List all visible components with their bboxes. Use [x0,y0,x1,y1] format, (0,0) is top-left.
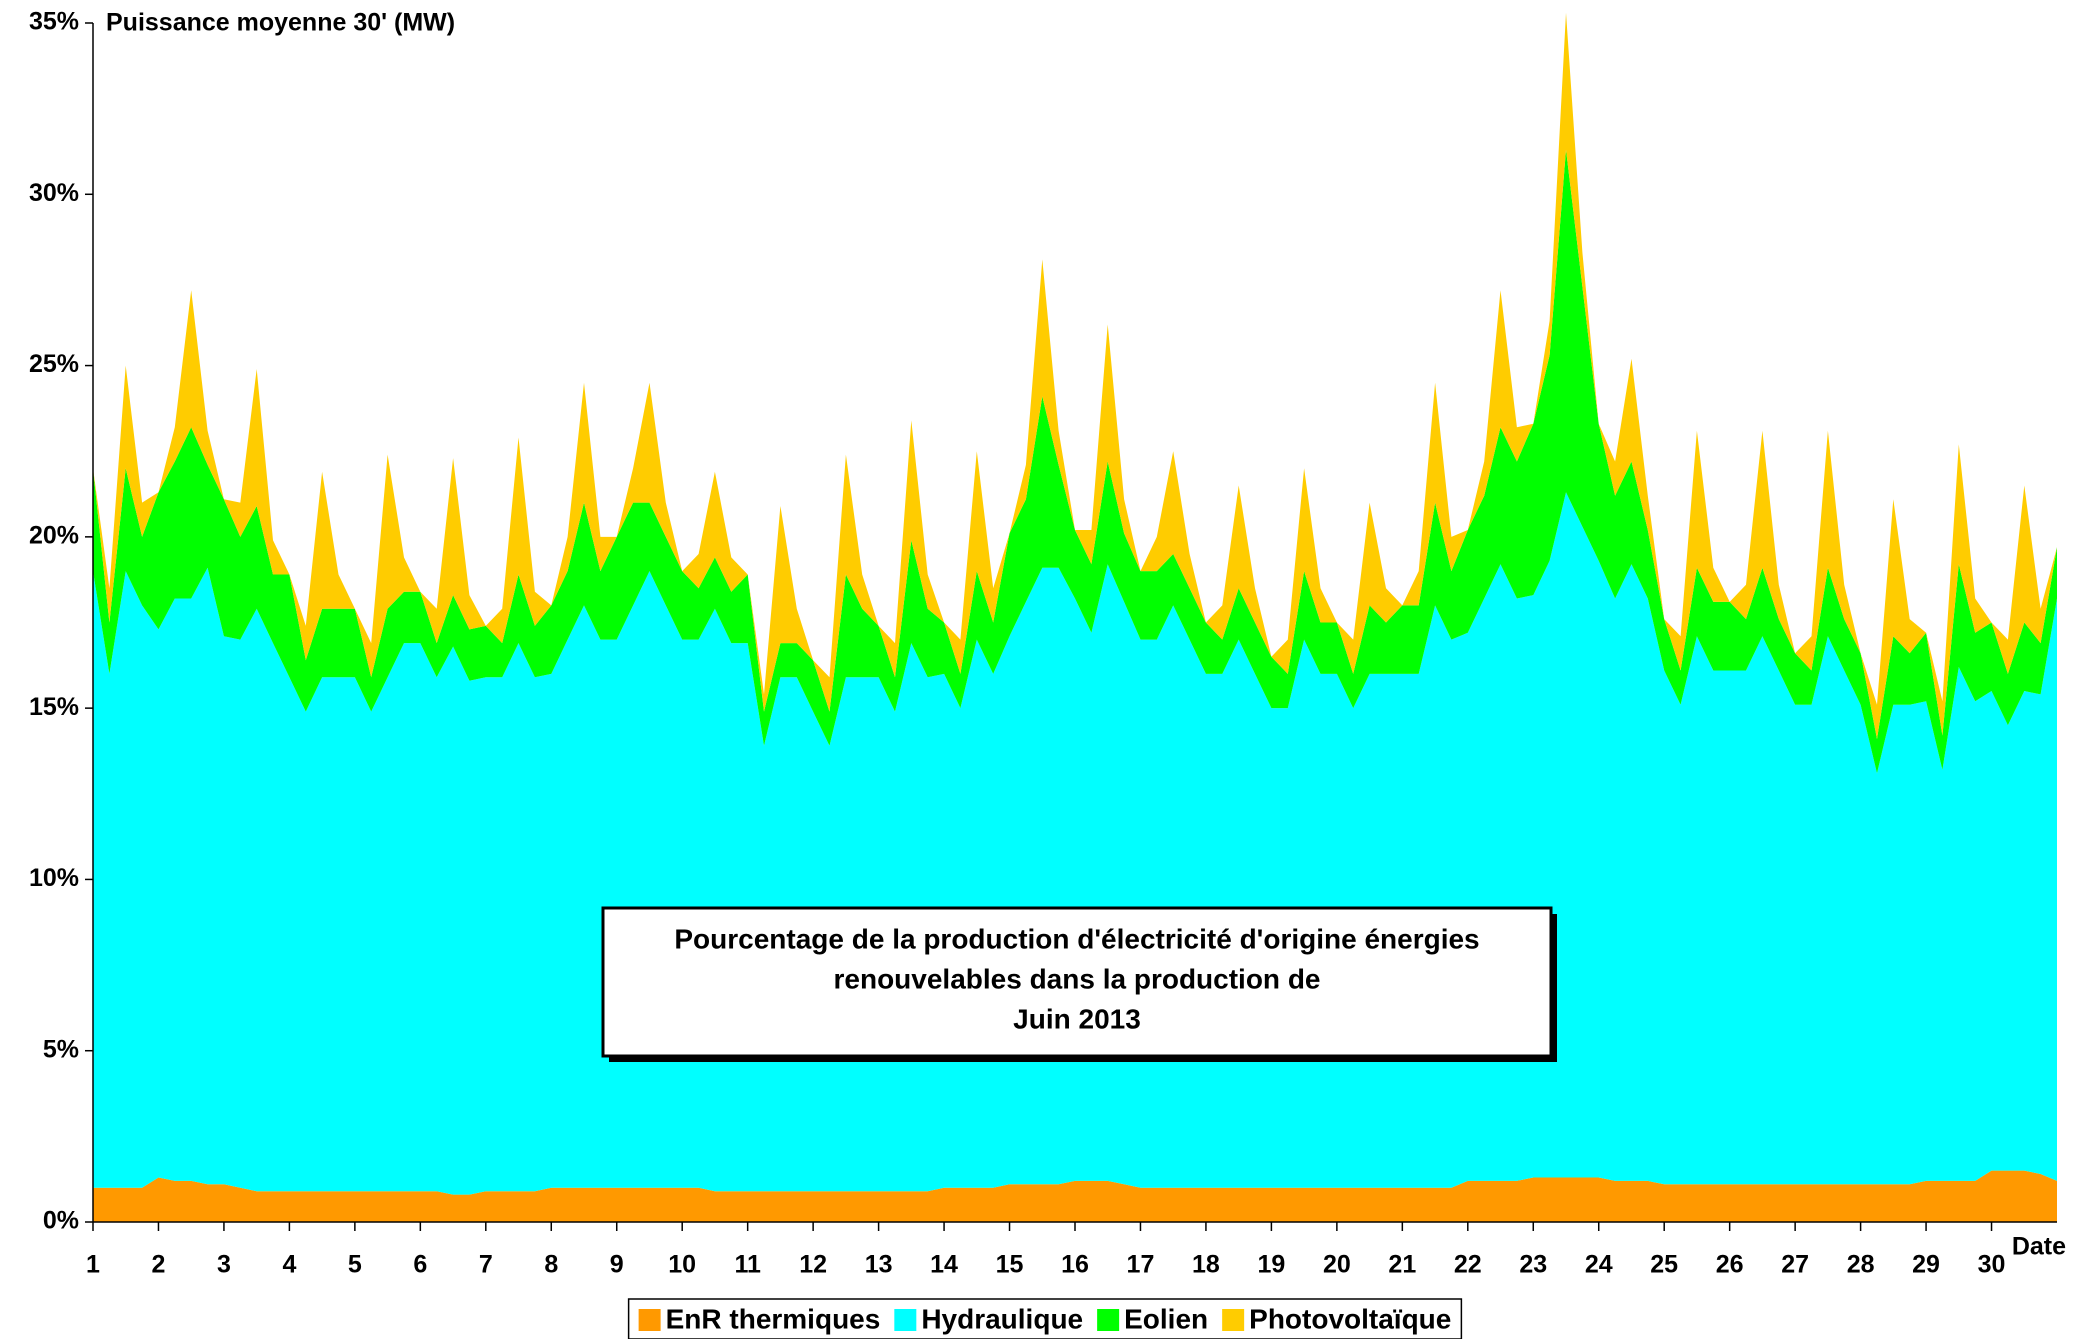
legend: EnR thermiques Hydraulique Eolien Photovolt… [627,1298,1463,1340]
legend-swatch [638,1309,661,1331]
area [93,149,2057,774]
x-tick-label: 21 [1388,1251,1416,1279]
chart-title: Juin 2013 [1013,1003,1141,1034]
chart-title: Pourcentage de la production d'électrici… [674,923,1479,954]
x-tick-label: 30 [1978,1251,2006,1279]
x-tick-label: 10 [668,1251,696,1279]
y-tick-label: 10% [29,864,79,892]
legend-label: EnR thermiques [666,1303,881,1334]
x-tick-label: 22 [1454,1251,1482,1279]
x-tick-label: 18 [1192,1251,1220,1279]
x-tick-label: 27 [1781,1251,1809,1279]
x-tick-label: 7 [479,1251,493,1279]
x-tick-label: 25 [1650,1251,1678,1279]
x-tick-label: 11 [734,1251,761,1279]
legend-swatch [1097,1309,1120,1331]
x-tick-label: 2 [152,1251,166,1279]
y-axis-label: Puissance moyenne 30' (MW) [106,9,455,37]
y-tick-label: 20% [29,521,79,549]
x-tick-label: 17 [1127,1251,1155,1279]
x-tick-label: 19 [1257,1251,1285,1279]
x-tick-label: 28 [1847,1251,1875,1279]
x-tick-label: 16 [1061,1251,1089,1279]
x-tick-label: 3 [217,1251,231,1279]
legend-swatch [1222,1309,1245,1331]
legend-box [627,1298,1463,1340]
chart-title: renouvelables dans la production de [834,963,1321,994]
area [93,1170,2057,1222]
y-tick-label: 15% [29,693,79,721]
x-tick-label: 8 [544,1251,558,1279]
legend-label: Eolien [1124,1303,1208,1334]
x-tick-label: 29 [1912,1251,1940,1279]
x-tick-label: 9 [610,1251,624,1279]
legend-swatch [894,1309,917,1331]
legend-label: Hydraulique [921,1303,1083,1334]
y-tick-label: 30% [29,179,79,207]
x-axis-label: Date [2012,1233,2066,1261]
x-tick-label: 5 [348,1251,362,1279]
x-tick-label: 6 [413,1251,427,1279]
x-tick-label: 24 [1585,1251,1613,1279]
x-tick-label: 23 [1519,1251,1547,1279]
x-tick-label: 15 [996,1251,1024,1279]
x-tick-label: 26 [1716,1251,1744,1279]
x-tick-label: 20 [1323,1251,1351,1279]
x-tick-label: 14 [930,1251,958,1279]
area [93,492,2057,1195]
legend-label: Photovoltaïque [1249,1303,1451,1334]
x-tick-label: 12 [799,1251,827,1279]
y-tick-label: 0% [43,1207,79,1235]
x-tick-label: 4 [282,1251,296,1279]
y-tick-label: 35% [29,8,79,36]
x-tick-label: 13 [865,1251,893,1279]
x-tick-label: 1 [86,1251,100,1279]
y-tick-label: 5% [43,1035,79,1063]
title-box [601,906,1553,1058]
y-tick-label: 25% [29,350,79,378]
